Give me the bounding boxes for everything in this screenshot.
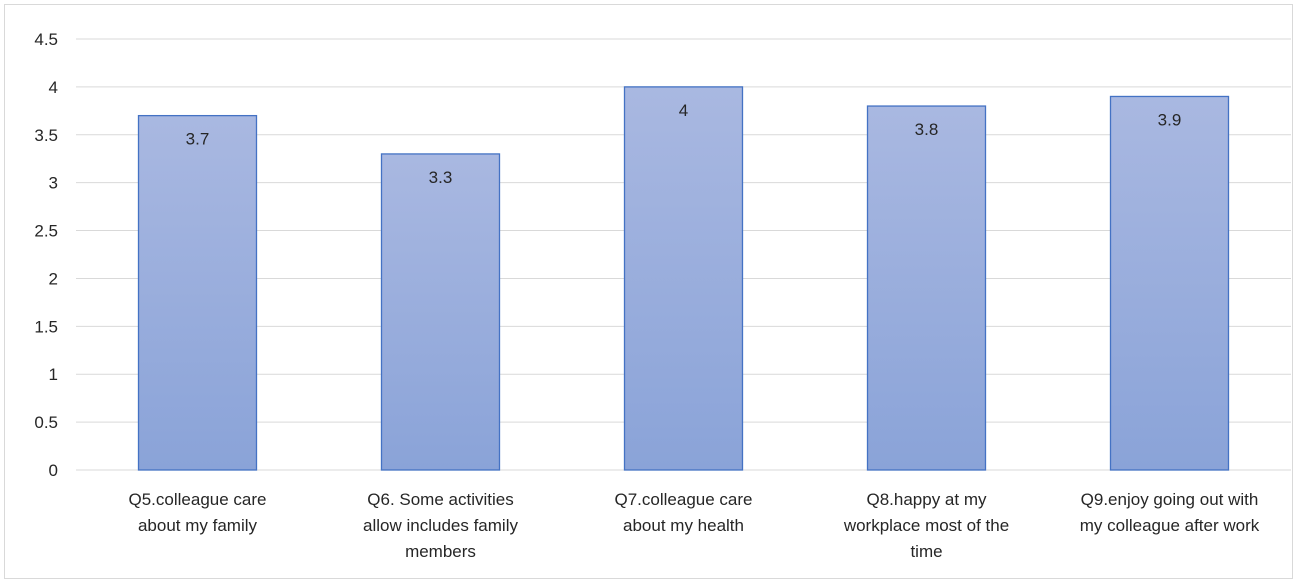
bar-data-label: 3.3 bbox=[429, 168, 453, 187]
bar bbox=[866, 105, 987, 471]
bar-chart: 0 0.5 1 1.5 2 2.5 3 3.5 4 4.5 3.7 3.3 4 3.8 3.9 Q5.co… bbox=[34, 30, 1291, 561]
bar-data-label: 3.8 bbox=[915, 120, 939, 139]
bar bbox=[1109, 95, 1230, 471]
x-axis-category-labels: Q5.colleague care about my family Q6. Some… bbox=[129, 490, 1260, 561]
y-tick-label: 3 bbox=[49, 174, 58, 193]
data-labels: 3.7 3.3 4 3.8 3.9 bbox=[186, 101, 1182, 187]
x-category-label: Q9.enjoy going out with my colleague afte… bbox=[1080, 490, 1260, 535]
x-category-label: Q5.colleague care about my family bbox=[129, 490, 267, 535]
y-tick-label: 1 bbox=[49, 365, 58, 384]
x-category-label: Q8.happy at my workplace most of the time bbox=[843, 490, 1009, 561]
y-tick-label: 1.5 bbox=[34, 317, 58, 336]
y-axis-tick-labels: 0 0.5 1 1.5 2 2.5 3 3.5 4 4.5 bbox=[34, 30, 58, 480]
x-category-label: Q7.colleague care about my health bbox=[615, 490, 753, 535]
bar bbox=[380, 153, 501, 471]
bar bbox=[137, 114, 258, 471]
y-tick-label: 4.5 bbox=[34, 30, 58, 49]
y-tick-label: 0 bbox=[49, 461, 58, 480]
y-tick-label: 2 bbox=[49, 269, 58, 288]
chart-area: 0 0.5 1 1.5 2 2.5 3 3.5 4 4.5 3.7 3.3 4 3.8 3.9 Q5.co… bbox=[4, 4, 1293, 579]
y-tick-label: 3.5 bbox=[34, 126, 58, 145]
bar-data-label: 4 bbox=[679, 101, 688, 120]
y-tick-label: 4 bbox=[49, 78, 58, 97]
bar-data-label: 3.7 bbox=[186, 130, 210, 149]
bar bbox=[623, 86, 744, 471]
x-category-label: Q6. Some activities allow includes family… bbox=[363, 490, 518, 561]
y-tick-label: 0.5 bbox=[34, 413, 58, 432]
bar-data-label: 3.9 bbox=[1158, 110, 1182, 129]
bars bbox=[137, 86, 1230, 471]
y-tick-label: 2.5 bbox=[34, 222, 58, 241]
